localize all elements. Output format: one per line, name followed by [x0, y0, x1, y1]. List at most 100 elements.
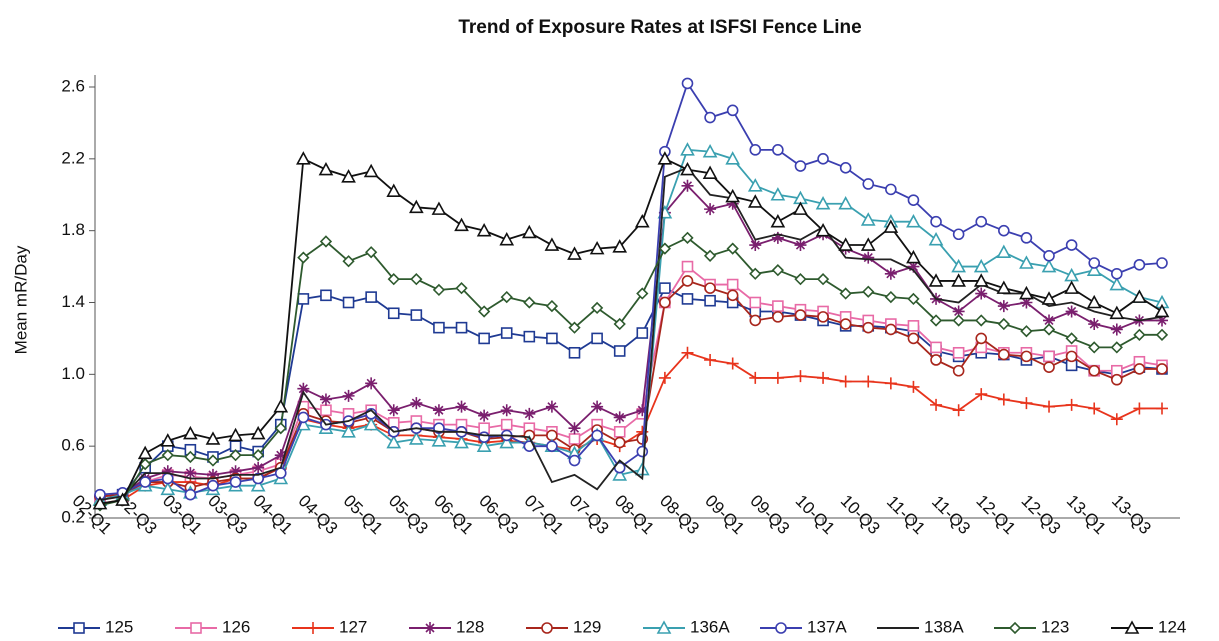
marker	[410, 273, 423, 286]
marker	[207, 479, 219, 492]
marker	[363, 163, 379, 178]
marker	[906, 214, 921, 228]
marker	[1133, 363, 1146, 375]
marker	[252, 461, 265, 474]
marker	[613, 436, 626, 449]
marker	[704, 203, 717, 216]
marker	[817, 371, 830, 384]
marker	[455, 321, 468, 334]
marker	[704, 294, 716, 307]
marker	[907, 332, 920, 345]
marker	[975, 314, 988, 327]
marker	[749, 314, 762, 327]
marker	[749, 144, 762, 156]
marker	[1156, 314, 1168, 327]
marker	[590, 301, 604, 315]
marker	[702, 165, 718, 179]
marker	[1043, 350, 1055, 363]
marker	[951, 258, 966, 273]
x-tick-label: 05-Q3	[385, 491, 432, 538]
marker	[771, 371, 784, 384]
marker	[1041, 291, 1057, 305]
marker	[184, 467, 197, 480]
marker	[838, 196, 854, 210]
marker	[681, 231, 694, 244]
marker	[862, 251, 875, 264]
y-tick-label: 0.6	[61, 436, 85, 455]
marker	[1019, 285, 1034, 300]
marker	[454, 434, 469, 449]
legend-marker	[541, 622, 553, 634]
marker	[612, 239, 628, 253]
x-tick-label: 13-Q1	[1063, 491, 1110, 538]
marker	[703, 249, 717, 262]
marker	[770, 187, 786, 201]
marker	[839, 162, 852, 174]
marker	[704, 111, 716, 124]
marker	[998, 348, 1010, 361]
x-tick-label: 05-Q1	[340, 491, 387, 538]
marker	[884, 267, 897, 280]
legend-marker	[656, 620, 672, 634]
x-tick-label: 09-Q3	[746, 491, 793, 538]
marker	[1043, 400, 1056, 413]
marker	[499, 231, 515, 246]
marker	[228, 427, 243, 442]
x-tick-label: 07-Q1	[521, 491, 568, 538]
marker	[297, 293, 310, 305]
marker	[160, 481, 176, 496]
marker	[997, 317, 1010, 331]
x-tick-label: 10-Q1	[792, 491, 839, 538]
marker	[432, 404, 445, 417]
marker	[704, 353, 717, 366]
marker	[206, 468, 219, 481]
marker	[998, 224, 1010, 237]
marker	[320, 404, 332, 417]
marker	[794, 239, 807, 252]
marker	[319, 235, 333, 248]
marker	[250, 478, 266, 492]
marker	[1064, 280, 1079, 294]
marker	[478, 332, 490, 345]
marker	[772, 311, 784, 323]
marker	[319, 393, 332, 406]
marker	[636, 404, 649, 417]
marker	[274, 422, 287, 435]
legend-label: 124	[1158, 617, 1186, 636]
marker	[1065, 305, 1078, 318]
marker	[545, 400, 558, 413]
marker	[1110, 341, 1123, 354]
marker	[1109, 305, 1125, 320]
y-tick-label: 1.0	[61, 364, 85, 383]
marker	[477, 305, 491, 318]
marker	[1065, 398, 1078, 411]
x-tick-label: 04-Q3	[295, 491, 342, 538]
marker	[205, 431, 221, 445]
marker	[726, 197, 739, 210]
marker	[997, 300, 1010, 313]
marker	[523, 296, 536, 309]
marker	[726, 242, 739, 255]
marker	[386, 183, 402, 197]
marker	[523, 407, 536, 420]
marker	[454, 217, 469, 232]
marker	[930, 215, 942, 228]
marker	[884, 377, 897, 390]
marker	[658, 242, 672, 255]
marker	[545, 299, 559, 313]
marker	[318, 161, 334, 176]
marker	[161, 449, 174, 462]
marker	[250, 425, 266, 440]
marker	[860, 212, 876, 226]
marker	[952, 305, 965, 318]
marker	[681, 260, 694, 273]
y-tick-label: 0.2	[61, 507, 85, 526]
marker	[862, 178, 875, 190]
marker	[1088, 318, 1101, 331]
marker	[794, 160, 807, 172]
marker	[815, 196, 831, 210]
marker	[839, 375, 852, 388]
marker	[1042, 323, 1056, 336]
marker	[975, 332, 988, 345]
